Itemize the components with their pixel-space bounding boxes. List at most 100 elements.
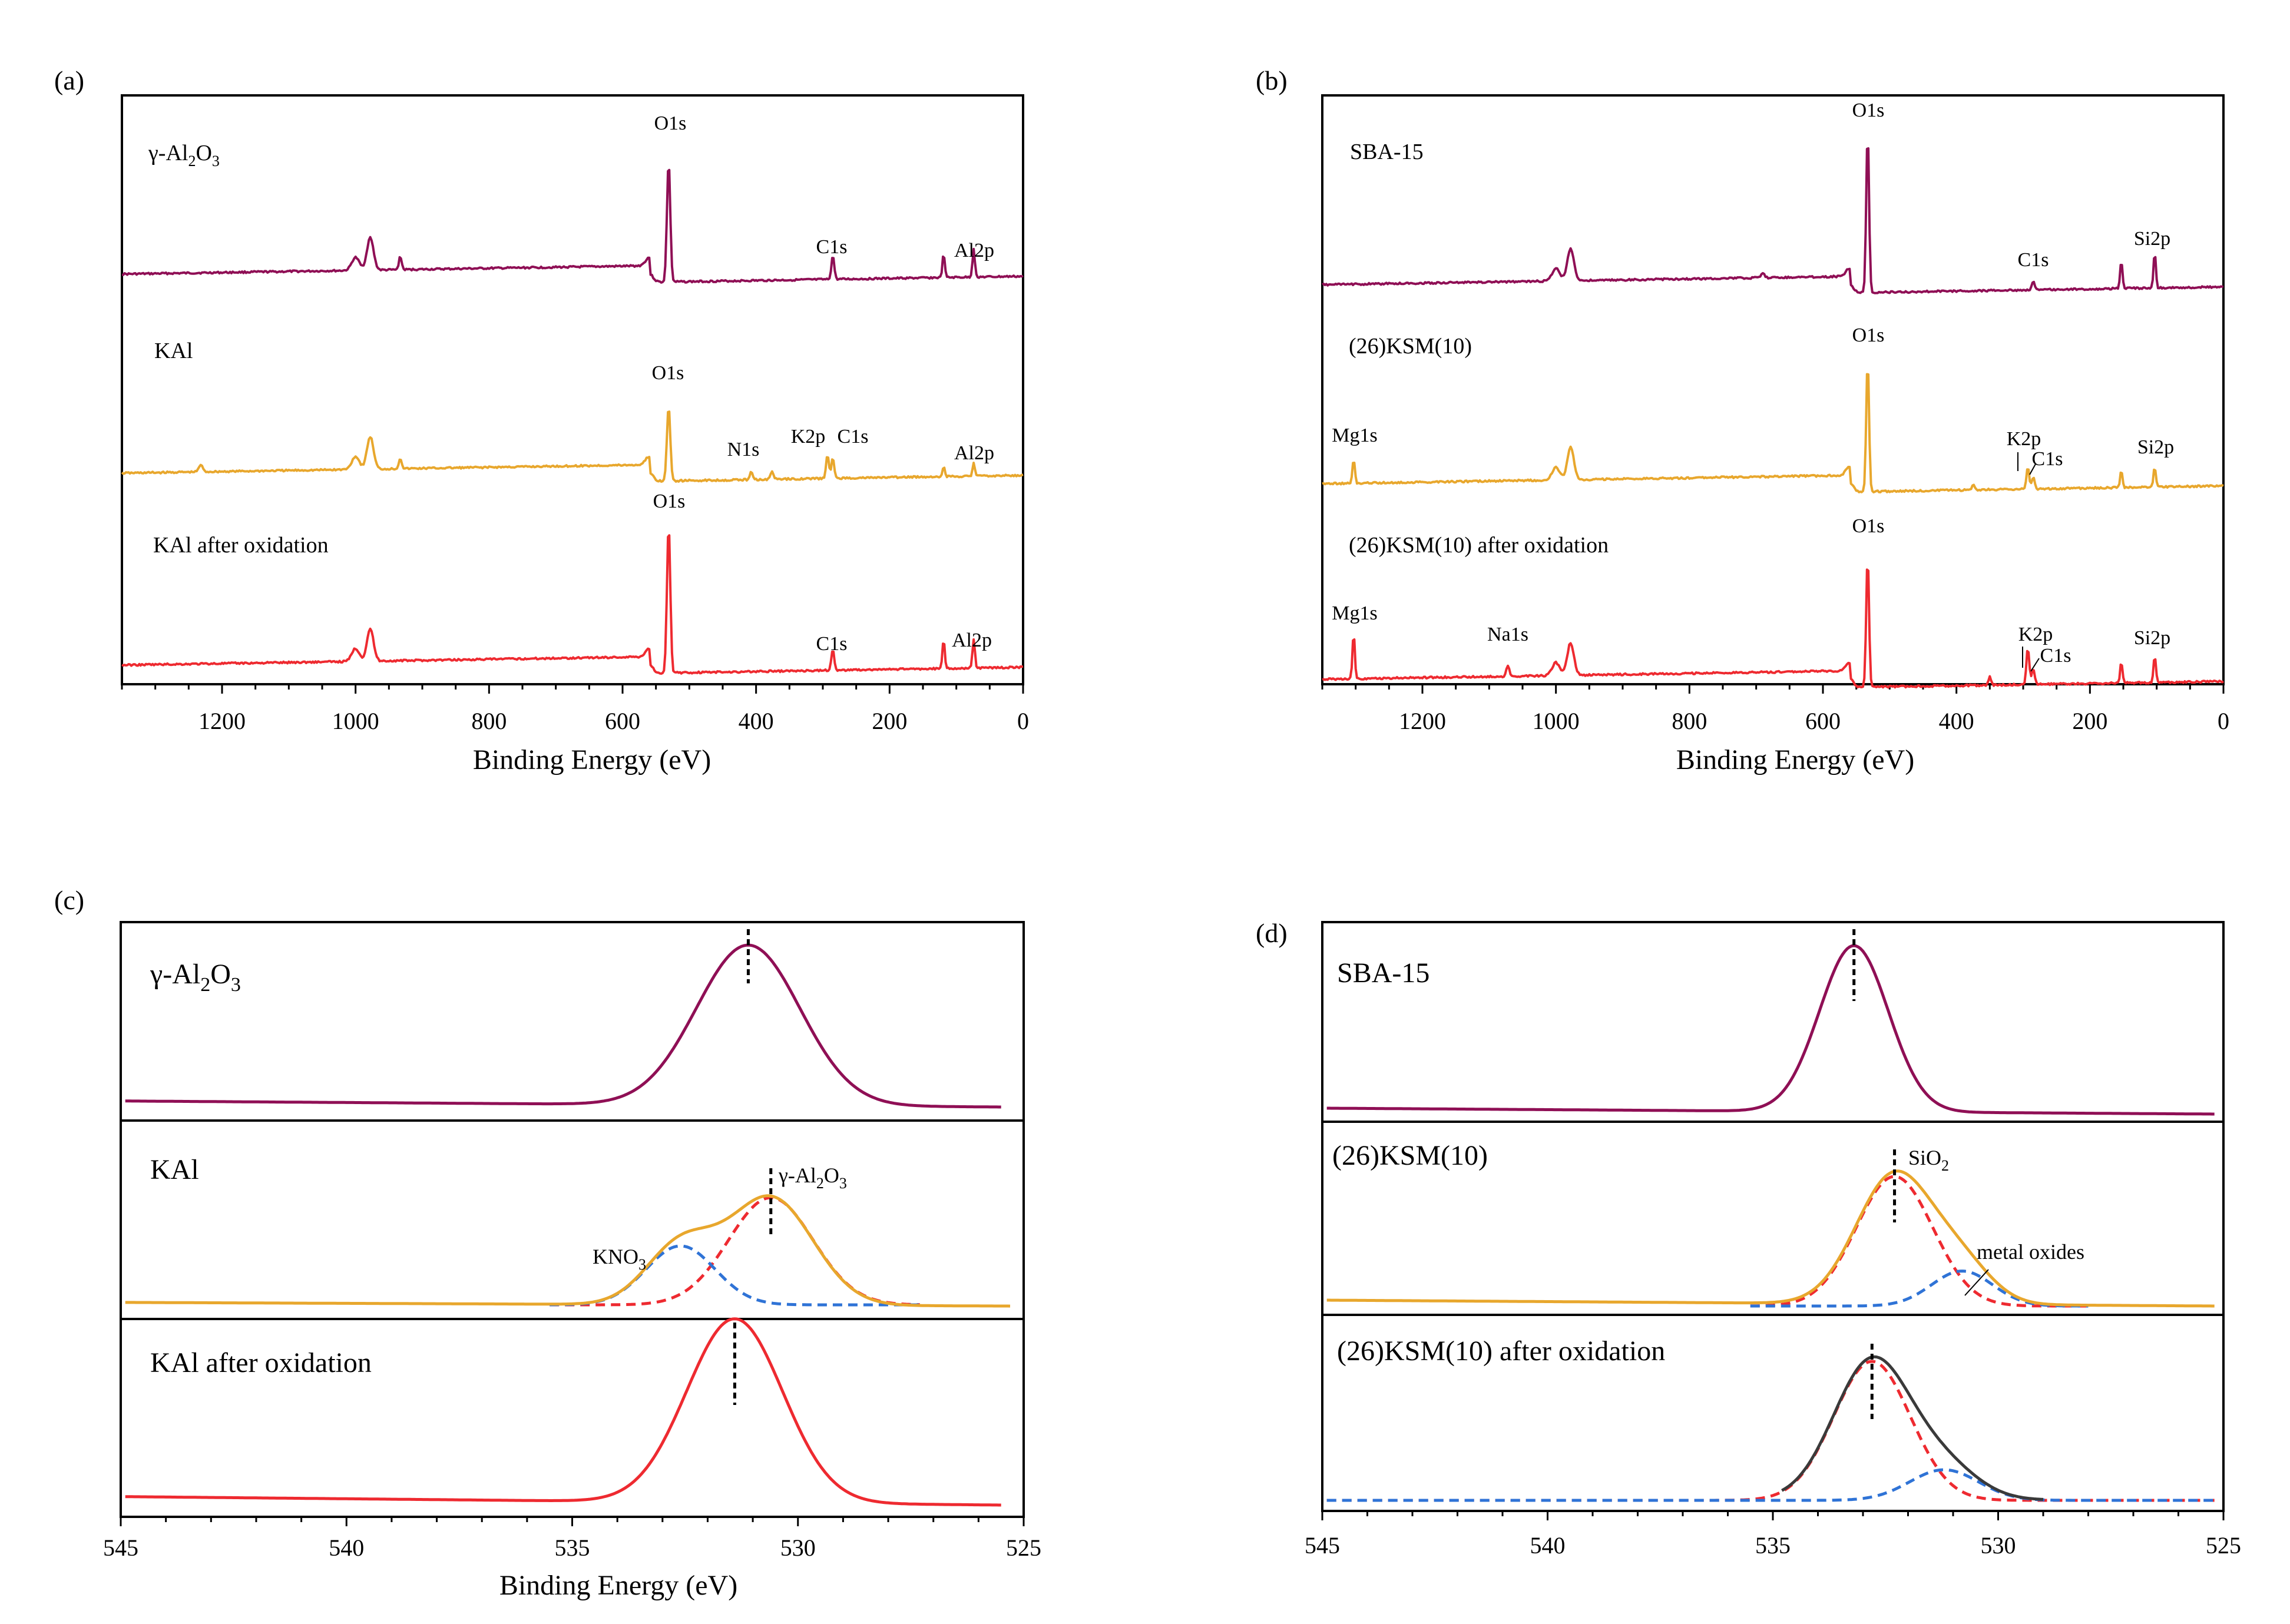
- series-label-26-ksm-10: (26)KSM(10): [1349, 334, 1472, 359]
- peak-label-o1s: O1s: [1852, 515, 1885, 537]
- series-line-kal: [121, 410, 1024, 483]
- x-tick-label: 200: [2072, 708, 2107, 734]
- peak-label-c1s: C1s: [2032, 448, 2063, 470]
- x-tick-label: 1000: [1533, 708, 1580, 734]
- x-ticks-d: 545 540 535 530 525: [1305, 1511, 2241, 1559]
- x-tick-label: 600: [605, 708, 640, 734]
- x-ticks-a: 1200 1000 800 600 400 200 0: [121, 684, 1029, 734]
- x-tick-label: 540: [1530, 1532, 1566, 1559]
- panel-d: (d) 545 540 535 530 525 SBA-15 (26)KSM(10) (…: [1256, 918, 2241, 1559]
- x-ticks-b: 1200 1000 800 600 400 200 0: [1321, 684, 2229, 734]
- leader-lines-k2p-c1s: [2022, 647, 2040, 672]
- x-tick-label: 1200: [198, 708, 246, 734]
- plot-frame-d: [1321, 921, 2225, 1512]
- x-tick-label: 600: [1805, 708, 1841, 734]
- series-label-26-ksm-10-after-oxidation: (26)KSM(10) after oxidation: [1337, 1335, 1665, 1367]
- peak-label-al2p: Al2p: [954, 240, 994, 261]
- x-tick-label: 525: [2206, 1532, 2241, 1559]
- x-tick-label: 400: [739, 708, 774, 734]
- x-tick-label: 545: [103, 1534, 138, 1561]
- panel-label-c: (c): [54, 885, 84, 915]
- series-label-sba-15: SBA-15: [1337, 957, 1429, 989]
- component-label-gamma-al2o3: γ-Al2O3: [778, 1164, 847, 1192]
- x-axis-title-c: Binding Energy (eV): [499, 1570, 737, 1601]
- x-tick-label: 525: [1006, 1534, 1041, 1561]
- x-tick-label: 535: [1755, 1532, 1791, 1559]
- panel-label-a: (a): [54, 65, 84, 95]
- peak-label-si2p: Si2p: [2137, 436, 2174, 458]
- component-sio2-dashed: [1750, 1175, 2089, 1308]
- peak-label-c1s: C1s: [816, 236, 848, 258]
- component-label-metal-oxides: metal oxides: [1977, 1240, 2084, 1264]
- component-main-dashed: [1326, 1360, 2215, 1502]
- series-line-26-ksm-10-after-oxidation: [1781, 1355, 2044, 1501]
- x-axis-title-b: Binding Energy (eV): [1676, 744, 1914, 775]
- leader-lines-k2p-c1s: [2017, 452, 2036, 475]
- series-line-26-ksm-10: [1326, 1169, 2215, 1308]
- peak-label-c1s: C1s: [816, 633, 848, 655]
- x-tick-label: 1000: [332, 708, 379, 734]
- peak-label-c1s: C1s: [2018, 249, 2049, 271]
- x-tick-label: 535: [555, 1534, 590, 1561]
- peak-label-n1s: N1s: [727, 439, 760, 460]
- panel-label-b: (b): [1256, 65, 1288, 95]
- plot-frame-c: [120, 921, 1025, 1518]
- plot-frame-b: [1321, 94, 2225, 685]
- peak-label-na1s: Na1s: [1487, 624, 1528, 645]
- panel-b: (b) 1200 1000 800 600 400 200 0 Binding Energy…: [1256, 65, 2229, 775]
- peak-label-o1s: O1s: [652, 362, 684, 384]
- peak-label-si2p: Si2p: [2134, 627, 2170, 649]
- series-line-kal: [125, 1194, 1011, 1308]
- series-label-26-ksm-10: (26)KSM(10): [1332, 1140, 1488, 1171]
- x-tick-label: 1200: [1399, 708, 1446, 734]
- peak-label-o1s: O1s: [654, 112, 687, 134]
- series-label-gamma-al2o3: γ-Al2O3: [148, 141, 220, 170]
- x-tick-label: 545: [1305, 1532, 1340, 1559]
- peak-label-al2p: Al2p: [954, 442, 994, 464]
- peak-label-mg1s: Mg1s: [1332, 602, 1377, 624]
- leader-line-metal-oxides: [1964, 1269, 1989, 1296]
- peak-label-c1s: C1s: [2040, 645, 2071, 667]
- x-tick-label: 800: [1672, 708, 1707, 734]
- x-tick-label: 530: [1981, 1532, 2016, 1559]
- series-label-kal-after-oxidation: KAl after oxidation: [150, 1347, 372, 1378]
- series-label-26-ksm-10-after-oxidation: (26)KSM(10) after oxidation: [1349, 533, 1609, 558]
- x-tick-label: 0: [1017, 708, 1029, 734]
- peak-label-k2p: K2p: [2018, 624, 2053, 645]
- series-line-26-ksm-10: [1322, 373, 2224, 493]
- x-axis-title-a: Binding Energy (eV): [473, 744, 711, 775]
- x-ticks-c: 545 540 535 530 525: [103, 1517, 1041, 1561]
- x-tick-label: 530: [780, 1534, 816, 1561]
- series-line-sba-15: [1326, 944, 2215, 1116]
- x-tick-label: 200: [872, 708, 907, 734]
- x-tick-label: 540: [329, 1534, 364, 1561]
- peak-label-si2p: Si2p: [2134, 228, 2170, 250]
- series-line-sba-15: [1322, 147, 2224, 294]
- peak-label-c1s: C1s: [838, 426, 869, 448]
- series-line-kal-after-oxidation: [125, 1317, 1001, 1507]
- component-label-kno3: KNO3: [593, 1245, 646, 1273]
- series-line-gamma-al2o3: [122, 168, 1024, 284]
- series-label-kal: KAl: [154, 339, 193, 363]
- x-tick-label: 0: [2218, 708, 2229, 734]
- component-minor-dashed: [1326, 1468, 2215, 1502]
- series-label-gamma-al2o3: γ-Al2O3: [150, 959, 241, 996]
- component-label-sio2: SiO2: [1908, 1146, 1949, 1174]
- x-tick-label: 800: [471, 708, 507, 734]
- series-line-gamma-al2o3: [125, 943, 1001, 1109]
- peak-label-k2p: K2p: [791, 426, 826, 448]
- series-line-26-ksm-10-after-oxidation: [1322, 568, 2225, 689]
- peak-label-o1s: O1s: [653, 490, 686, 512]
- series-label-sba-15: SBA-15: [1350, 140, 1424, 164]
- series-line-kal-after-oxidation: [121, 534, 1024, 675]
- peak-label-al2p: Al2p: [952, 629, 992, 651]
- peak-label-k2p: K2p: [2007, 428, 2041, 450]
- peak-label-o1s: O1s: [1852, 100, 1885, 121]
- panel-a: (a) 1200 1000 800 600 400 200 0 Binding Energy…: [54, 65, 1029, 775]
- panel-label-d: (d): [1256, 918, 1288, 948]
- plot-frame-a: [121, 94, 1024, 685]
- series-label-kal: KAl: [150, 1154, 199, 1185]
- series-label-kal-after-oxidation: KAl after oxidation: [153, 533, 329, 558]
- panel-c: (c) 545 540 535 530 525 Binding Energy (eV) …: [54, 885, 1041, 1601]
